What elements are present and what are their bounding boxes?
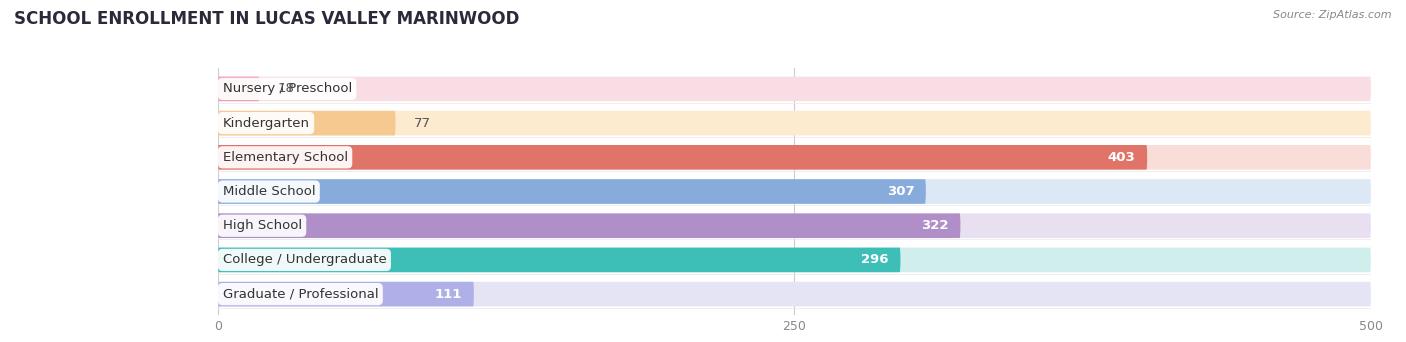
FancyBboxPatch shape bbox=[218, 111, 395, 135]
Text: 307: 307 bbox=[887, 185, 914, 198]
Text: 296: 296 bbox=[862, 253, 889, 266]
FancyBboxPatch shape bbox=[218, 111, 1371, 135]
FancyBboxPatch shape bbox=[218, 282, 1371, 306]
Text: Nursery / Preschool: Nursery / Preschool bbox=[222, 82, 352, 95]
Text: 77: 77 bbox=[413, 117, 430, 130]
Text: Source: ZipAtlas.com: Source: ZipAtlas.com bbox=[1274, 10, 1392, 20]
Text: College / Undergraduate: College / Undergraduate bbox=[222, 253, 387, 266]
FancyBboxPatch shape bbox=[218, 179, 925, 204]
Text: 403: 403 bbox=[1108, 151, 1136, 164]
FancyBboxPatch shape bbox=[218, 77, 1371, 101]
Text: 322: 322 bbox=[921, 219, 949, 232]
FancyBboxPatch shape bbox=[218, 213, 960, 238]
FancyBboxPatch shape bbox=[218, 145, 1371, 170]
FancyBboxPatch shape bbox=[218, 282, 474, 306]
Text: High School: High School bbox=[222, 219, 302, 232]
FancyBboxPatch shape bbox=[218, 179, 1371, 204]
Text: Kindergarten: Kindergarten bbox=[222, 117, 309, 130]
FancyBboxPatch shape bbox=[218, 145, 1147, 170]
FancyBboxPatch shape bbox=[218, 77, 260, 101]
FancyBboxPatch shape bbox=[218, 213, 1371, 238]
Text: Graduate / Professional: Graduate / Professional bbox=[222, 288, 378, 301]
FancyBboxPatch shape bbox=[218, 248, 900, 272]
FancyBboxPatch shape bbox=[218, 248, 1371, 272]
Text: 18: 18 bbox=[278, 82, 295, 95]
Text: Middle School: Middle School bbox=[222, 185, 315, 198]
Text: Elementary School: Elementary School bbox=[222, 151, 347, 164]
Text: SCHOOL ENROLLMENT IN LUCAS VALLEY MARINWOOD: SCHOOL ENROLLMENT IN LUCAS VALLEY MARINW… bbox=[14, 10, 519, 28]
Text: 111: 111 bbox=[434, 288, 463, 301]
